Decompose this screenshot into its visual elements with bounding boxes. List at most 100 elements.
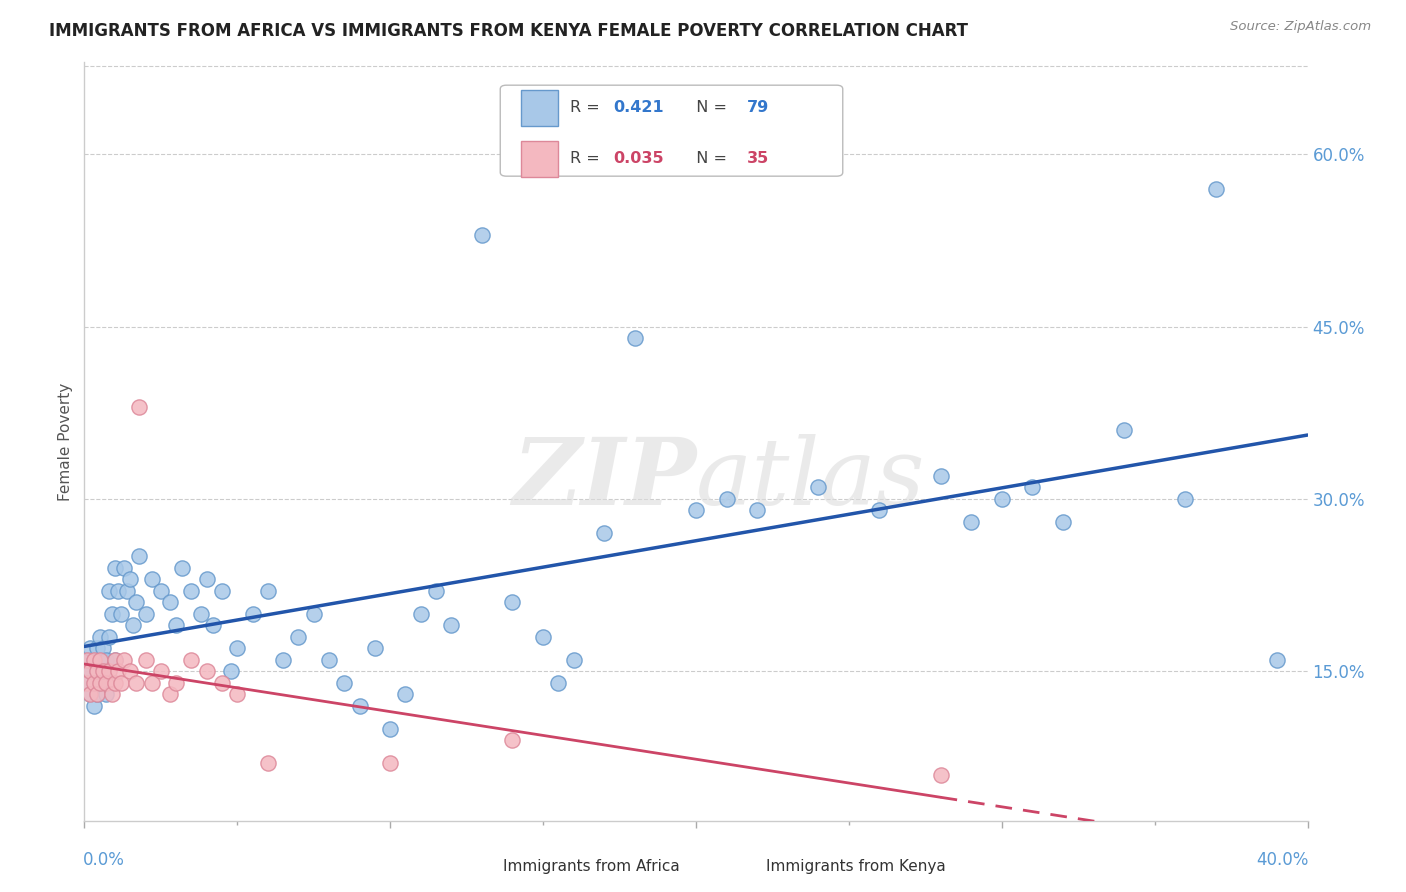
Point	[333, 675, 356, 690]
Point	[76, 675, 98, 690]
Point	[107, 665, 129, 679]
Point	[89, 675, 111, 690]
Point	[149, 665, 172, 679]
Point	[807, 481, 830, 495]
Text: ZIP: ZIP	[512, 434, 696, 524]
Point	[562, 653, 585, 667]
Point	[394, 687, 416, 701]
Text: 79: 79	[748, 101, 769, 115]
Point	[991, 491, 1014, 506]
Point	[110, 607, 132, 621]
Point	[287, 630, 309, 644]
Point	[79, 665, 101, 679]
Point	[929, 469, 952, 483]
Point	[257, 583, 280, 598]
Point	[83, 675, 105, 690]
Point	[76, 653, 98, 667]
Point	[79, 687, 101, 701]
Point	[180, 653, 202, 667]
FancyBboxPatch shape	[501, 85, 842, 177]
Point	[172, 561, 194, 575]
Point	[242, 607, 264, 621]
Point	[135, 653, 157, 667]
Point	[1174, 491, 1197, 506]
Point	[141, 573, 163, 587]
Text: Source: ZipAtlas.com: Source: ZipAtlas.com	[1230, 20, 1371, 33]
Point	[104, 561, 127, 575]
Text: 40.0%: 40.0%	[1257, 851, 1309, 869]
Point	[83, 675, 105, 690]
Point	[1021, 481, 1043, 495]
Point	[83, 653, 105, 667]
Point	[94, 675, 117, 690]
Point	[104, 653, 127, 667]
Point	[195, 573, 218, 587]
Point	[180, 583, 202, 598]
Point	[349, 698, 371, 713]
Text: 0.035: 0.035	[613, 152, 664, 166]
Point	[226, 641, 249, 656]
FancyBboxPatch shape	[733, 852, 759, 880]
Point	[135, 607, 157, 621]
Text: N =: N =	[686, 152, 733, 166]
Text: R =: R =	[569, 152, 605, 166]
Y-axis label: Female Poverty: Female Poverty	[58, 383, 73, 500]
Point	[128, 549, 150, 564]
Point	[747, 503, 769, 517]
Point	[112, 561, 135, 575]
Point	[122, 618, 145, 632]
Point	[211, 675, 233, 690]
Point	[83, 653, 105, 667]
Point	[1265, 653, 1288, 667]
Point	[97, 665, 120, 679]
Point	[86, 665, 108, 679]
Point	[91, 665, 114, 679]
Point	[195, 665, 218, 679]
Text: IMMIGRANTS FROM AFRICA VS IMMIGRANTS FROM KENYA FEMALE POVERTY CORRELATION CHART: IMMIGRANTS FROM AFRICA VS IMMIGRANTS FRO…	[49, 22, 969, 40]
Point	[211, 583, 233, 598]
Point	[86, 687, 108, 701]
Point	[91, 641, 114, 656]
Point	[380, 756, 402, 771]
Point	[89, 653, 111, 667]
Point	[79, 665, 101, 679]
Point	[110, 675, 132, 690]
Point	[125, 595, 148, 609]
Point	[112, 653, 135, 667]
Point	[960, 515, 983, 529]
Text: Immigrants from Africa: Immigrants from Africa	[503, 859, 679, 873]
Point	[101, 687, 124, 701]
Point	[471, 227, 494, 242]
Point	[89, 675, 111, 690]
Point	[128, 400, 150, 414]
Point	[502, 733, 524, 747]
Point	[141, 675, 163, 690]
Text: 0.421: 0.421	[613, 101, 664, 115]
Point	[86, 641, 108, 656]
Point	[302, 607, 325, 621]
Point	[190, 607, 212, 621]
Point	[1114, 423, 1136, 437]
Text: N =: N =	[686, 101, 733, 115]
Point	[104, 675, 127, 690]
Text: R =: R =	[569, 101, 605, 115]
Point	[364, 641, 387, 656]
Point	[115, 583, 138, 598]
Point	[79, 687, 101, 701]
Point	[1052, 515, 1074, 529]
Point	[380, 722, 402, 736]
Point	[86, 687, 108, 701]
Point	[159, 595, 181, 609]
Point	[89, 653, 111, 667]
Point	[1205, 182, 1227, 196]
Point	[716, 491, 738, 506]
Point	[125, 675, 148, 690]
Point	[97, 630, 120, 644]
Point	[79, 641, 101, 656]
Point	[104, 653, 127, 667]
FancyBboxPatch shape	[522, 90, 558, 126]
Text: 35: 35	[748, 152, 769, 166]
Point	[201, 618, 224, 632]
Point	[502, 595, 524, 609]
Point	[86, 665, 108, 679]
